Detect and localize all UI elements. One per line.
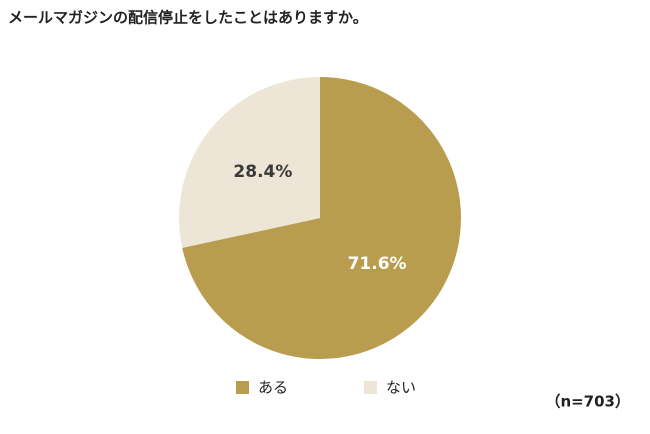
pie-slice	[179, 77, 320, 248]
legend-label: ある	[258, 379, 288, 397]
pie-slice	[182, 77, 461, 360]
value-label: 28.4%	[233, 162, 292, 182]
value-label: 71.6%	[348, 254, 407, 274]
legend-swatch	[236, 381, 249, 394]
legend-swatch	[364, 381, 377, 394]
legend-label: ない	[386, 379, 416, 397]
sample-note: （n=703）	[545, 393, 630, 411]
chart-title: メールマガジンの配信停止をしたことはありますか。	[8, 9, 368, 27]
